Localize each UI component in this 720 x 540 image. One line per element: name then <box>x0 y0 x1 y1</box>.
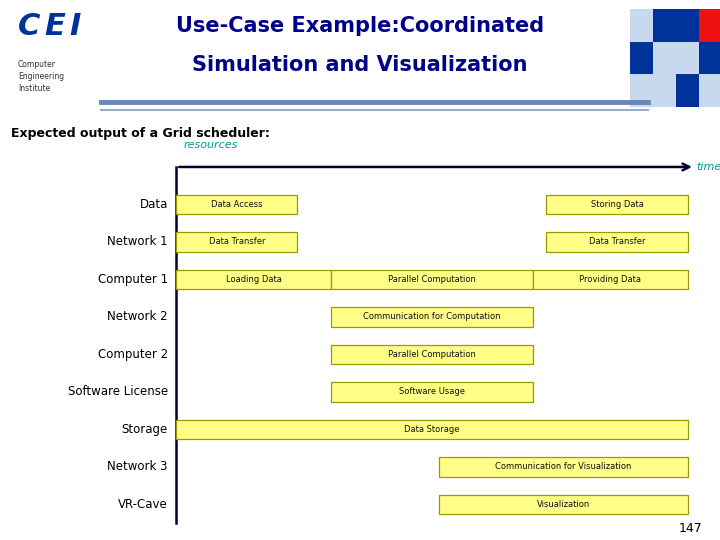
Text: Expected output of a Grid scheduler:: Expected output of a Grid scheduler: <box>11 127 270 140</box>
Text: Communication for Computation: Communication for Computation <box>364 313 500 321</box>
Text: Data: Data <box>140 198 168 211</box>
Text: resources: resources <box>184 140 238 150</box>
Text: Loading Data: Loading Data <box>226 275 282 284</box>
Bar <box>676 75 699 107</box>
Bar <box>676 42 699 75</box>
Bar <box>176 195 297 214</box>
Bar <box>176 420 688 439</box>
Text: Computer
Engineering
Institute: Computer Engineering Institute <box>18 60 64 93</box>
Bar <box>630 42 653 75</box>
Text: Storage: Storage <box>122 423 168 436</box>
Text: Network 2: Network 2 <box>107 310 168 323</box>
Text: 147: 147 <box>678 522 702 535</box>
Bar <box>438 495 688 514</box>
Text: Computer 1: Computer 1 <box>98 273 168 286</box>
Text: Storing Data: Storing Data <box>590 200 644 209</box>
Bar <box>331 345 533 364</box>
Text: time: time <box>696 162 720 172</box>
Text: Data Storage: Data Storage <box>404 425 460 434</box>
Text: Data Transfer: Data Transfer <box>209 238 265 246</box>
Text: Computer 2: Computer 2 <box>98 348 168 361</box>
Text: Use-Case Example:Coordinated: Use-Case Example:Coordinated <box>176 16 544 36</box>
Bar <box>331 269 533 289</box>
Text: Communication for Visualization: Communication for Visualization <box>495 462 631 471</box>
Text: I: I <box>69 11 81 40</box>
Text: Network 1: Network 1 <box>107 235 168 248</box>
Bar <box>699 9 720 42</box>
Text: Parallel Computation: Parallel Computation <box>388 350 476 359</box>
Bar <box>653 42 676 75</box>
Text: C: C <box>18 11 40 40</box>
Bar <box>438 457 688 477</box>
Bar <box>653 9 676 42</box>
Text: Visualization: Visualization <box>536 500 590 509</box>
Text: Data Transfer: Data Transfer <box>589 238 645 246</box>
Text: Providing Data: Providing Data <box>580 275 642 284</box>
Bar <box>176 269 331 289</box>
Bar <box>630 9 653 42</box>
Text: Data Access: Data Access <box>211 200 263 209</box>
Bar <box>533 269 688 289</box>
Bar <box>331 307 533 327</box>
Bar <box>176 232 297 252</box>
Text: Parallel Computation: Parallel Computation <box>388 275 476 284</box>
Bar <box>546 232 688 252</box>
Text: VR-Cave: VR-Cave <box>118 498 168 511</box>
Text: Network 3: Network 3 <box>107 460 168 474</box>
Bar <box>653 75 676 107</box>
Bar <box>699 42 720 75</box>
Text: E: E <box>45 11 66 40</box>
Text: Software Usage: Software Usage <box>399 387 465 396</box>
Bar <box>699 75 720 107</box>
Bar <box>546 195 688 214</box>
Bar <box>630 75 653 107</box>
Bar <box>331 382 533 402</box>
Text: Simulation and Visualization: Simulation and Visualization <box>192 55 528 75</box>
Text: Software License: Software License <box>68 386 168 399</box>
Bar <box>676 9 699 42</box>
